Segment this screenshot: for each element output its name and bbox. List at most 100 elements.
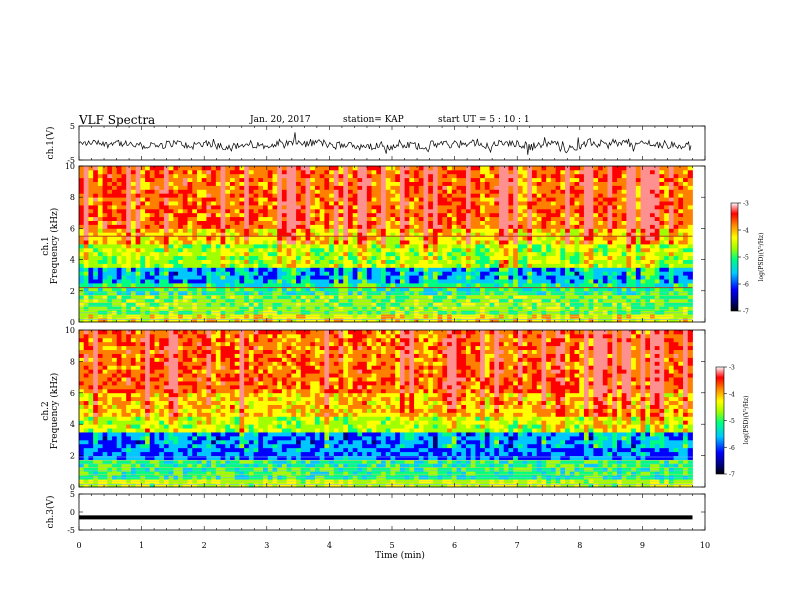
spectrogram-cell — [616, 318, 623, 323]
spectrogram-cell — [465, 181, 472, 186]
spectrogram-cell — [159, 298, 165, 303]
spectrogram-cell — [338, 205, 344, 210]
spectrogram-cell — [461, 279, 467, 284]
spectrogram-cell — [112, 224, 118, 229]
spectrogram-cell — [513, 220, 519, 225]
spectrogram-cell — [451, 197, 457, 202]
spectrogram-cell — [211, 197, 217, 202]
spectrogram-cell — [173, 201, 179, 206]
spectrogram-cell — [390, 177, 396, 182]
spectrogram-cell — [305, 197, 311, 202]
spectrogram-cell — [489, 298, 495, 303]
spectrogram-cell — [173, 286, 179, 292]
spectrogram-cell — [381, 240, 387, 245]
spectrogram-cell — [489, 177, 495, 182]
spectrogram-cell — [305, 267, 311, 272]
spectrogram-cell — [612, 166, 618, 171]
spectrogram-cell — [418, 224, 424, 229]
spectrogram-cell — [220, 259, 226, 264]
spectrogram-cell — [555, 318, 561, 323]
spectrogram-cell — [451, 275, 457, 280]
spectrogram-cell — [178, 279, 184, 284]
spectrogram-cell — [432, 275, 439, 280]
spectrogram-cell — [451, 185, 457, 190]
spectrogram-cell — [541, 181, 547, 186]
spectrogram-cell — [588, 189, 594, 194]
spectrogram-cell — [140, 244, 146, 249]
spectrogram-cell — [428, 189, 434, 194]
spectrogram-cell — [621, 193, 627, 198]
spectrogram-cell — [470, 244, 476, 249]
spectrogram-cell — [310, 286, 316, 292]
spectrogram-cell — [135, 212, 141, 218]
spectrogram-cell — [489, 279, 495, 284]
spectrogram-cell — [470, 318, 476, 323]
spectrogram-cell — [626, 224, 632, 229]
spectrogram-cell — [484, 181, 490, 186]
spectrogram-cell — [88, 279, 94, 284]
spectrogram-cell — [569, 306, 575, 311]
spectrogram-cell — [574, 181, 580, 186]
spectrogram-cell — [159, 169, 165, 175]
spectrogram-cell — [390, 212, 396, 218]
spectrogram-cell — [437, 318, 443, 323]
spectrogram-cell — [475, 298, 481, 303]
spectrogram-cell — [635, 244, 641, 249]
spectrogram-cell — [635, 286, 641, 292]
spectrogram-cell — [130, 263, 137, 268]
spectrogram-cell — [121, 169, 127, 175]
spectrogram-cell — [102, 220, 108, 225]
spectrogram-cell — [588, 240, 594, 245]
spectrogram-cell — [333, 177, 339, 182]
spectrogram-cell — [343, 294, 349, 299]
spectrogram-cell — [499, 306, 505, 311]
spectrogram-cell — [230, 263, 236, 268]
spectrogram-cell — [182, 302, 188, 307]
spectrogram-cell — [201, 232, 207, 237]
spectrogram-cell — [640, 236, 646, 241]
spectrogram-cell — [362, 255, 368, 260]
spectrogram-cell — [107, 212, 113, 218]
spectrogram-cell — [371, 166, 377, 171]
spectrogram-cell — [234, 275, 240, 280]
spectrogram-cell — [451, 306, 457, 311]
spectrogram-cell — [277, 244, 283, 249]
spectrogram-cell — [550, 220, 557, 225]
spectrogram-cell — [215, 220, 221, 225]
spectrogram-cell — [583, 193, 590, 198]
spectrogram-cell — [159, 271, 165, 276]
spectrogram-cell — [550, 259, 557, 264]
spectrogram-cell — [291, 259, 297, 264]
spectrogram-cell — [253, 240, 259, 245]
spectrogram-cell — [550, 286, 557, 292]
spectrogram-cell — [560, 279, 566, 284]
spectrogram-cell — [163, 244, 170, 249]
spectrogram-cell — [437, 263, 443, 268]
spectrogram-cell — [272, 212, 278, 218]
spectrogram-cell — [211, 193, 217, 198]
spectrogram-cell — [395, 181, 401, 186]
spectrogram-cell — [621, 263, 627, 268]
spectrogram-cell — [116, 197, 122, 202]
spectrogram-cell — [404, 189, 410, 194]
spectrogram-cell — [333, 267, 339, 272]
spectrogram-cell — [107, 166, 113, 171]
spectrogram-cell — [574, 279, 580, 284]
spectrogram-cell — [418, 279, 424, 284]
spectrogram-cell — [130, 255, 137, 260]
spectrogram-cell — [310, 193, 316, 198]
spectrogram-cell — [272, 255, 278, 260]
spectrogram-cell — [347, 271, 354, 276]
spectrogram-cell — [366, 169, 372, 175]
spectrogram-cell — [428, 177, 434, 182]
spectrogram-cell — [598, 177, 604, 182]
spectrogram-cell — [206, 205, 212, 210]
spectrogram-cell — [187, 232, 193, 237]
spectrogram-cell — [480, 185, 486, 190]
spectrogram-cell — [645, 244, 651, 249]
spectrogram-cell — [579, 236, 585, 241]
spectrogram-cell — [645, 220, 651, 225]
spectrogram-cell — [635, 294, 641, 299]
spectrogram-cell — [527, 244, 533, 249]
spectrogram-cell — [159, 247, 165, 253]
